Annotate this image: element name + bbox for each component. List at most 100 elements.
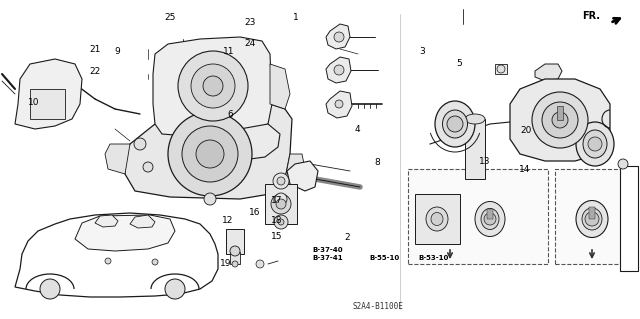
Circle shape (168, 112, 252, 196)
Bar (408, 164, 638, 269)
Text: 1: 1 (294, 13, 299, 22)
Bar (620, 166, 638, 271)
Circle shape (230, 246, 240, 256)
Polygon shape (75, 215, 175, 251)
Polygon shape (124, 104, 292, 199)
Circle shape (334, 65, 344, 75)
Polygon shape (326, 91, 352, 118)
Text: 23: 23 (244, 18, 255, 27)
Text: 12: 12 (222, 216, 234, 225)
Circle shape (232, 261, 238, 267)
Ellipse shape (442, 110, 467, 138)
Text: 6: 6 (228, 110, 233, 119)
Polygon shape (15, 213, 218, 297)
Ellipse shape (576, 201, 608, 238)
Circle shape (178, 51, 248, 121)
Circle shape (40, 279, 60, 299)
Circle shape (276, 199, 286, 209)
Text: 22: 22 (89, 67, 100, 76)
Text: 16: 16 (249, 208, 260, 217)
Circle shape (271, 194, 291, 214)
Circle shape (204, 193, 216, 205)
Bar (589, 207, 595, 219)
Ellipse shape (435, 101, 475, 147)
Text: 17: 17 (271, 197, 282, 205)
Bar (230, 252, 240, 264)
Bar (408, 169, 548, 264)
Text: 19: 19 (220, 259, 231, 268)
Circle shape (182, 126, 238, 182)
Ellipse shape (583, 130, 607, 158)
Circle shape (588, 137, 602, 151)
Circle shape (532, 92, 588, 148)
Circle shape (165, 279, 185, 299)
Circle shape (275, 193, 287, 205)
Polygon shape (15, 59, 82, 129)
Polygon shape (153, 37, 272, 137)
Circle shape (484, 213, 496, 225)
Ellipse shape (576, 122, 614, 166)
Polygon shape (185, 124, 280, 161)
Circle shape (196, 140, 224, 168)
Text: 18: 18 (271, 216, 282, 225)
Bar (226, 229, 244, 254)
Text: 15: 15 (271, 232, 282, 241)
Polygon shape (287, 161, 318, 191)
Text: S2A4-B1100E: S2A4-B1100E (352, 302, 403, 311)
Ellipse shape (426, 207, 448, 231)
Bar (555, 169, 630, 264)
Circle shape (191, 64, 235, 108)
Circle shape (497, 65, 505, 73)
Circle shape (277, 177, 285, 185)
Text: 9: 9 (115, 47, 120, 56)
Circle shape (585, 212, 599, 226)
Ellipse shape (582, 208, 602, 230)
Polygon shape (400, 24, 635, 304)
Circle shape (152, 259, 158, 265)
Polygon shape (326, 57, 351, 83)
Polygon shape (535, 64, 562, 81)
Text: 20: 20 (520, 126, 532, 135)
Polygon shape (105, 144, 130, 174)
Polygon shape (270, 64, 290, 109)
Circle shape (143, 162, 153, 172)
Bar (30, 89, 65, 119)
Polygon shape (130, 215, 155, 228)
Bar (465, 119, 485, 179)
Text: B-55-10: B-55-10 (369, 256, 399, 261)
Text: 11: 11 (223, 47, 235, 56)
Circle shape (618, 159, 628, 169)
Text: 5: 5 (457, 59, 462, 68)
Text: 4: 4 (355, 125, 360, 134)
Circle shape (105, 258, 111, 264)
Circle shape (335, 100, 343, 108)
Ellipse shape (431, 212, 443, 226)
Circle shape (203, 76, 223, 96)
Polygon shape (285, 154, 305, 181)
Text: B-37-40: B-37-40 (312, 248, 343, 253)
Text: 13: 13 (479, 157, 490, 166)
Bar (265, 184, 297, 224)
Polygon shape (510, 79, 610, 161)
Bar (495, 64, 507, 74)
Text: B-53-10: B-53-10 (419, 256, 449, 261)
Polygon shape (95, 215, 118, 227)
Ellipse shape (465, 114, 485, 124)
Text: B-37-41: B-37-41 (312, 256, 343, 261)
Circle shape (256, 260, 264, 268)
Text: 3: 3 (420, 47, 425, 56)
Bar (557, 106, 563, 120)
Polygon shape (326, 24, 350, 49)
Bar (487, 209, 493, 219)
Text: 21: 21 (89, 45, 100, 54)
Text: 24: 24 (244, 39, 255, 48)
Circle shape (334, 32, 344, 42)
Bar (415, 194, 460, 244)
Text: 14: 14 (519, 165, 531, 174)
Text: 25: 25 (164, 13, 175, 22)
Circle shape (273, 173, 289, 189)
Circle shape (274, 215, 288, 229)
Text: 2: 2 (344, 233, 349, 242)
Circle shape (447, 116, 463, 132)
Text: 8: 8 (375, 158, 380, 167)
